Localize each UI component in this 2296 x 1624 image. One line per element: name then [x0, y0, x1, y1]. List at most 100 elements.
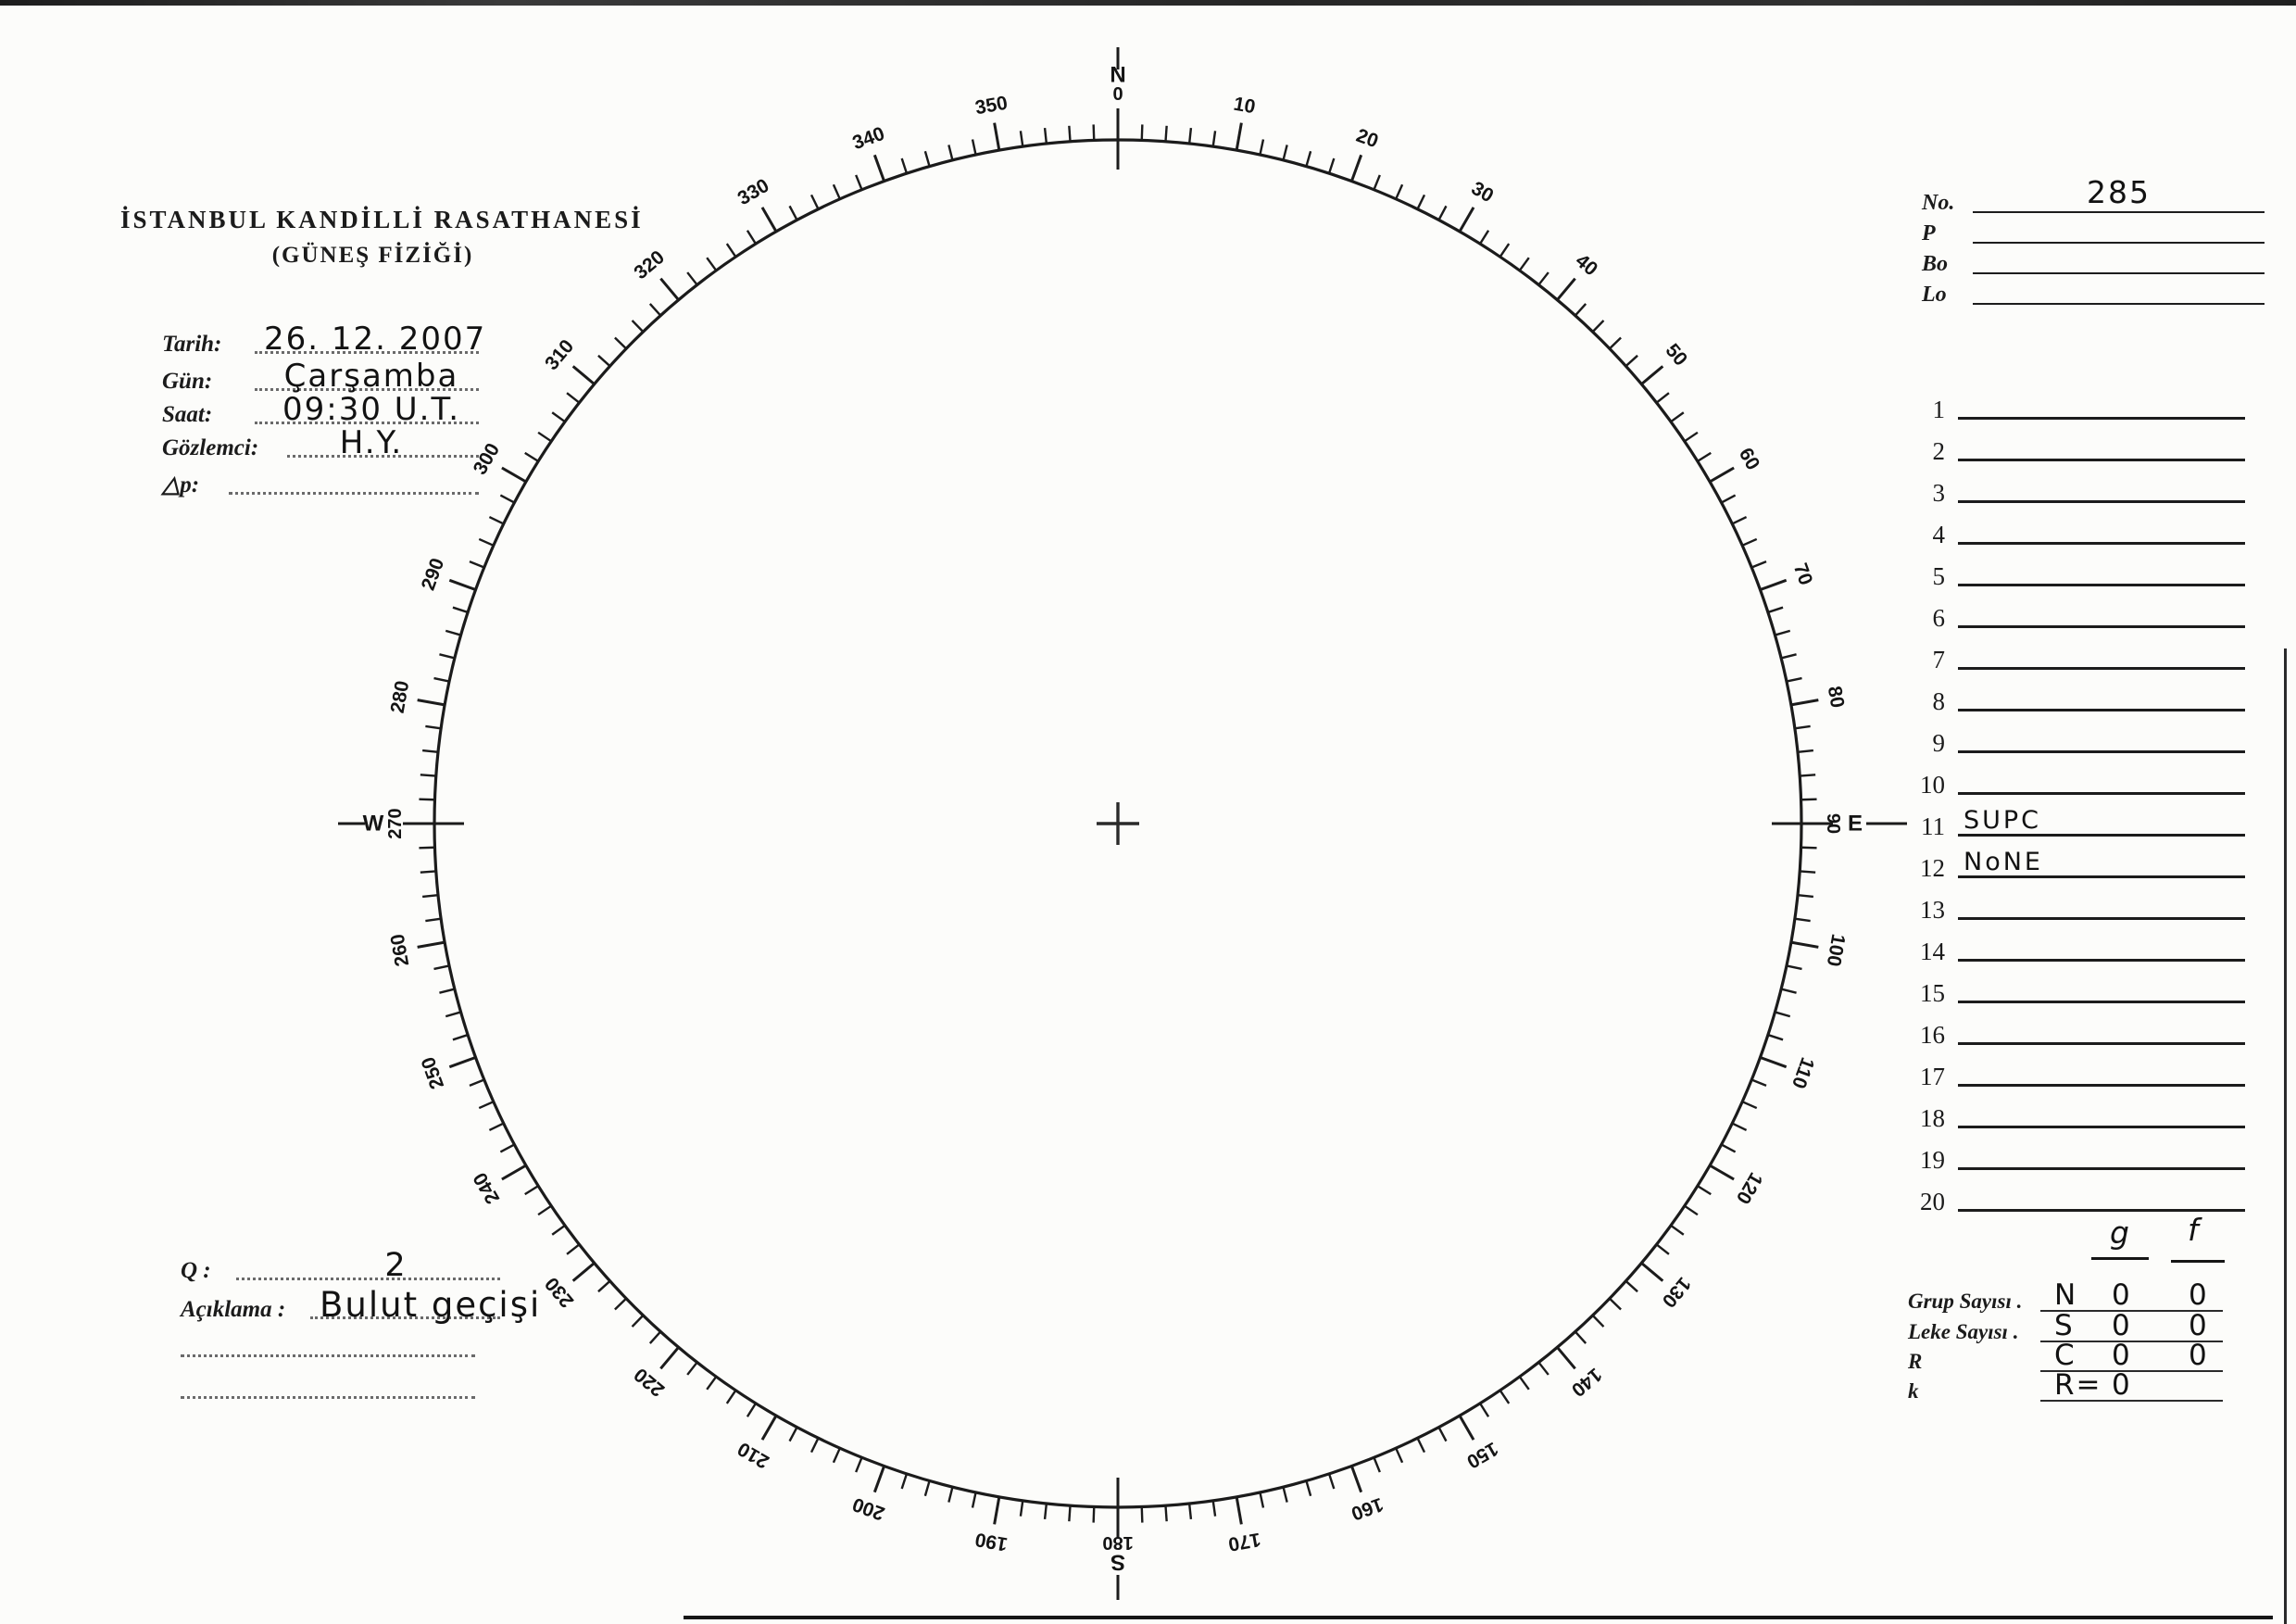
degree-label: 160 — [1349, 1493, 1386, 1525]
minor-tick — [566, 1243, 581, 1255]
counts-row-letter: C — [2054, 1339, 2076, 1372]
minor-tick — [1437, 1427, 1448, 1442]
minor-tick — [1282, 1486, 1288, 1503]
obs-field-row: Saat: 09:30 U.T. — [162, 391, 479, 430]
minor-tick — [1518, 257, 1530, 271]
minor-tick — [452, 606, 469, 614]
major-tick — [1709, 466, 1735, 484]
minor-tick — [1731, 515, 1748, 525]
group-row-rule — [1958, 959, 2245, 962]
minor-tick — [1518, 1376, 1530, 1391]
minor-tick — [614, 336, 627, 350]
minor-tick — [1767, 606, 1784, 614]
minor-tick — [469, 560, 485, 569]
degree-label: 20 — [1353, 125, 1381, 153]
id-field-row: P — [1922, 216, 2266, 246]
degree-label: 140 — [1567, 1364, 1606, 1401]
obs-field-label: Saat: — [162, 402, 213, 427]
obs-field-label: Gün: — [162, 369, 213, 394]
group-row-number: 18 — [1920, 1104, 1945, 1132]
minor-tick — [725, 1390, 737, 1404]
minor-tick — [1092, 124, 1096, 141]
major-tick — [571, 365, 596, 385]
minor-tick — [631, 1315, 645, 1328]
major-tick — [1640, 365, 1664, 385]
group-row-number: 17 — [1920, 1063, 1945, 1090]
minor-tick — [1591, 1315, 1605, 1328]
counts-col-g-underline — [2091, 1257, 2149, 1260]
minor-tick — [686, 1361, 698, 1376]
minor-tick — [923, 150, 931, 167]
minor-tick — [900, 1473, 909, 1490]
minor-tick — [648, 1330, 662, 1344]
major-tick — [1790, 940, 1819, 949]
minor-tick — [1140, 1506, 1144, 1523]
degree-label: 100 — [1823, 932, 1850, 968]
minor-tick — [809, 194, 820, 210]
group-row-number: 13 — [1920, 896, 1945, 924]
minor-tick — [1775, 629, 1791, 636]
group-row-rule — [1958, 750, 2245, 753]
minor-tick — [425, 917, 442, 923]
major-tick — [417, 940, 445, 949]
minor-tick — [1068, 125, 1072, 142]
degree-label: 130 — [1658, 1273, 1695, 1312]
degree-label: 230 — [541, 1273, 578, 1312]
minor-tick — [971, 1492, 977, 1508]
minor-tick — [1767, 1033, 1784, 1041]
group-row-number: 11 — [1921, 812, 1945, 840]
id-field-label: Lo — [1922, 283, 1947, 307]
minor-tick — [725, 243, 737, 258]
minor-tick — [1187, 1503, 1193, 1519]
group-row-rule — [1958, 1209, 2245, 1212]
group-row-number: 9 — [1932, 729, 1946, 757]
group-row-rule — [1958, 459, 2245, 461]
remark-value: Bulut geçişi — [320, 1285, 542, 1325]
counts-row-letter: R= — [2054, 1368, 2102, 1402]
minor-tick — [433, 964, 450, 971]
observatory-header: İSTANBUL KANDİLLİ RASATHANESİ (GÜNEŞ FİZ… — [120, 206, 641, 269]
minor-tick — [1092, 1506, 1096, 1523]
obs-field-row: Tarih: 26. 12. 2007 — [162, 321, 484, 359]
degree-label: 190 — [973, 1529, 1010, 1555]
minor-tick — [1731, 1122, 1748, 1132]
obs-field-value: 09:30 U.T. — [282, 391, 461, 428]
counts-col-f-underline — [2171, 1260, 2225, 1263]
major-tick — [1556, 277, 1576, 301]
group-list-row: 1 — [1897, 384, 2251, 426]
minor-tick — [1797, 893, 1813, 899]
cardinal-degree-label: 0 — [1112, 84, 1123, 105]
minor-tick — [1305, 1480, 1312, 1497]
minor-tick — [1499, 1390, 1511, 1404]
group-row-rule — [1958, 917, 2245, 920]
degree-label: 300 — [470, 440, 504, 479]
scan-edge-bottom — [684, 1616, 2273, 1619]
group-list-row: 12 NoNE — [1897, 843, 2251, 885]
group-list-row: 20 — [1897, 1177, 2251, 1218]
degree-label: 220 — [630, 1364, 669, 1401]
minor-tick — [1741, 537, 1758, 547]
minor-tick — [1327, 1473, 1336, 1490]
degree-label: 70 — [1789, 560, 1817, 588]
degree-label: 80 — [1824, 685, 1849, 710]
group-row-number: 7 — [1932, 646, 1946, 674]
minor-tick — [1800, 846, 1817, 850]
major-tick — [501, 1164, 527, 1181]
major-tick — [571, 1262, 596, 1282]
group-list-row: 6 — [1897, 593, 2251, 635]
obs-field-row: △p: — [162, 467, 479, 500]
minor-tick — [706, 1376, 718, 1391]
minor-tick — [537, 1204, 552, 1216]
degree-label: 30 — [1468, 178, 1498, 208]
group-row-number: 3 — [1932, 479, 1946, 507]
degree-label: 240 — [470, 1169, 504, 1208]
id-field-rule — [1973, 303, 2265, 305]
scan-edge-top — [0, 0, 2296, 6]
degree-label: 320 — [630, 246, 669, 283]
group-row-rule — [1958, 625, 2245, 628]
remark-rule — [310, 1315, 500, 1319]
major-tick — [872, 154, 885, 183]
obs-field-row: Gözlemci: H.Y. — [162, 424, 479, 463]
minor-tick — [1164, 1505, 1168, 1522]
